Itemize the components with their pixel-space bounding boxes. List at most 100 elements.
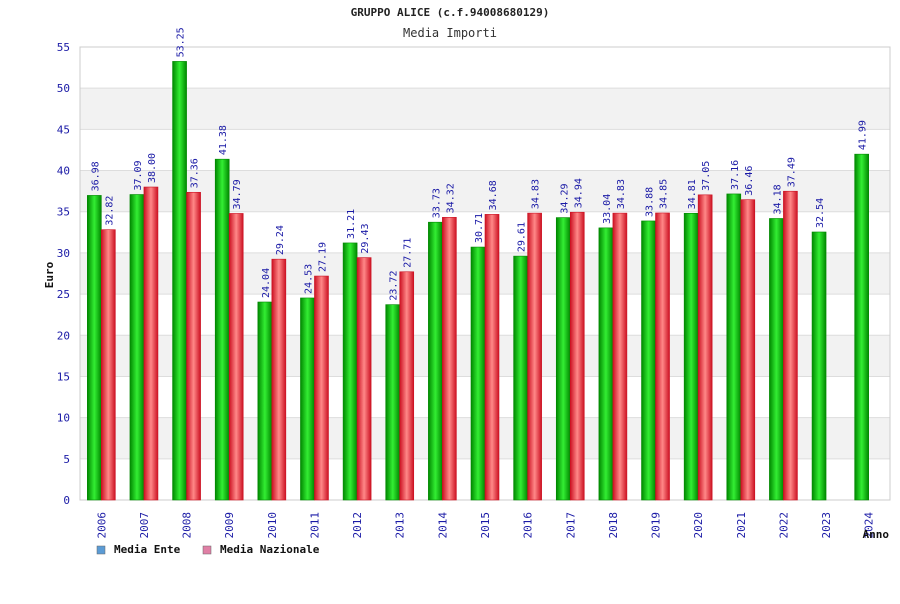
x-tick-label: 2014 [436,512,449,539]
value-label: 34.68 [488,180,499,210]
value-label: 34.85 [659,179,670,209]
legend-label-media-nazionale: Media Nazionale [220,543,320,556]
value-label: 36.46 [744,166,755,196]
bar-media-ente [683,212,699,501]
x-tick-label: 2015 [479,512,492,539]
value-label: 37.36 [190,158,201,188]
x-axis-ticks: 2006 2007 2008 2009 2010 2011 2012 2013 2014 2015… [95,512,875,539]
bar-media-nazionale [527,212,542,501]
legend-swatch-media-ente [96,545,106,555]
value-label: 37.09 [133,160,144,190]
x-tick-label: 2024 [863,512,876,539]
x-tick-label: 2020 [692,512,705,539]
value-label: 27.71 [403,238,414,268]
value-label: 38.00 [147,153,158,183]
y-tick-label: 45 [57,123,70,136]
bar-media-ente [854,153,869,501]
value-label: 29.24 [275,225,286,255]
bar-media-ente [470,246,486,501]
bar-media-nazionale [655,212,670,501]
x-tick-label: 2009 [223,512,236,539]
value-label: 24.04 [261,268,272,298]
value-label: 34.81 [687,179,698,209]
y-tick-label: 25 [57,288,70,301]
value-label: 33.88 [645,187,656,217]
bar-media-ente [726,193,742,501]
grid-band [80,170,890,212]
y-tick-label: 10 [57,412,70,425]
value-label: 37.16 [730,160,741,190]
value-label: 33.04 [602,194,613,224]
legend-label-media-ente: Media Ente [114,543,181,556]
value-label: 37.05 [701,161,712,191]
bar-media-nazionale [143,186,159,501]
bar-media-ente [300,297,315,501]
bar-media-nazionale [356,257,372,501]
bar-media-nazionale [101,229,116,501]
grid-band [80,47,890,89]
bar-media-ente [555,217,571,501]
value-label: 41.38 [218,125,229,155]
value-label: 34.94 [573,178,584,208]
x-tick-label: 2006 [95,512,108,539]
value-label: 34.32 [445,183,456,213]
x-tick-label: 2016 [522,512,535,539]
y-tick-label: 30 [57,247,70,260]
grid-band [80,88,890,130]
value-label: 34.83 [531,179,542,209]
y-tick-label: 20 [57,329,70,342]
value-label: 34.29 [559,183,570,213]
bar-media-nazionale [612,212,628,501]
value-label: 24.53 [303,264,314,294]
y-axis-label: Euro [43,261,56,288]
bar-media-ente [811,231,827,501]
legend-swatch-media-nazionale [202,545,212,555]
value-label: 34.18 [772,184,783,214]
value-label: 41.99 [858,120,869,150]
value-label: 29.43 [360,223,371,253]
grid-band [80,129,890,171]
x-tick-label: 2013 [394,512,407,539]
value-label: 53.25 [176,27,187,57]
bar-media-nazionale [399,271,415,501]
x-tick-label: 2017 [564,512,577,539]
bar-media-ente [87,195,102,501]
x-tick-label: 2011 [308,512,321,539]
bar-media-nazionale [697,194,713,501]
y-axis-ticks: 0 5 10 15 20 25 30 35 40 45 50 55 [57,41,70,507]
y-tick-label: 40 [57,165,70,178]
bar-media-nazionale [484,214,500,501]
x-tick-label: 2010 [266,512,279,539]
x-tick-label: 2018 [607,512,620,539]
value-label: 31.21 [346,209,357,239]
value-label: 34.83 [616,179,627,209]
bar-media-nazionale [314,275,329,501]
value-label: 30.71 [474,213,485,243]
bar-media-ente [641,220,656,501]
chart-title: GRUPPO ALICE (c.f.94008680129) [351,6,550,19]
y-tick-label: 5 [63,453,70,466]
bar-media-ente [342,242,358,501]
x-tick-label: 2021 [735,512,748,539]
bar-media-ente [257,301,273,501]
bar-media-ente [214,158,230,501]
x-tick-label: 2019 [650,512,663,539]
bar-media-ente [769,218,784,501]
y-tick-label: 50 [57,82,70,95]
x-tick-label: 2008 [181,512,194,539]
x-axis-label: Anno [863,528,890,541]
bar-media-nazionale [783,190,798,501]
y-tick-label: 15 [57,370,70,383]
bar-media-nazionale [740,199,756,501]
x-tick-label: 2023 [820,512,833,539]
bar-media-ente [172,61,187,501]
bar-media-nazionale [442,217,457,501]
value-label: 33.73 [431,188,442,218]
y-tick-label: 0 [63,494,70,507]
bar-media-ente [428,221,443,501]
x-tick-label: 2007 [138,512,151,539]
value-label: 27.19 [317,242,328,272]
value-label: 36.98 [90,161,101,191]
